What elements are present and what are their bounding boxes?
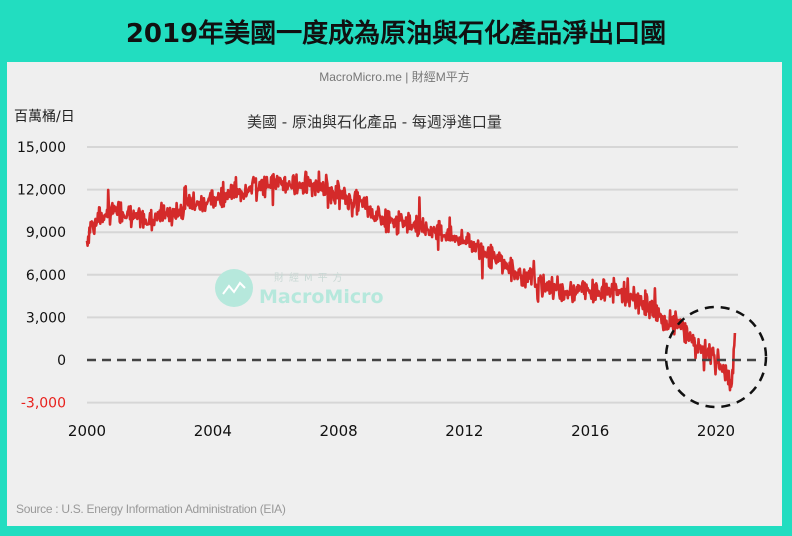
chart-title: 美國 - 原油與石化產品 - 每週淨進口量	[247, 113, 502, 131]
y-tick-label: -3,000	[21, 396, 66, 412]
series-net-imports	[85, 170, 737, 392]
watermark-chart-icon	[222, 281, 246, 295]
x-tick-label: 2016	[571, 422, 609, 440]
watermark: 財經M平方 MacroMicro	[215, 269, 384, 308]
gridlines	[87, 146, 738, 404]
y-tick-label: 15,000	[17, 140, 66, 156]
y-tick-label: 6,000	[26, 268, 66, 284]
x-tick-label: 2000	[68, 422, 106, 440]
y-axis-unit-label: 百萬桶/日	[14, 109, 75, 125]
x-axis-ticks: 2000 2004 2008 2012 2016 2020	[68, 422, 735, 440]
watermark-logo-icon	[215, 269, 253, 307]
watermark-cn: 財經M平方	[274, 271, 348, 284]
page-headline: 2019年美國一度成為原油與石化產品淨出口國	[125, 18, 667, 49]
x-tick-label: 2008	[320, 422, 358, 440]
watermark-en: MacroMicro	[259, 286, 384, 308]
x-tick-label: 2020	[697, 422, 735, 440]
brand-label: MacroMicro.me | 財經M平方	[319, 70, 470, 84]
y-tick-label: 9,000	[26, 225, 66, 241]
y-axis-ticks: 15,000 12,000 9,000 6,000 3,000 0 -3,000	[17, 140, 66, 412]
y-tick-label: 12,000	[17, 183, 66, 199]
x-tick-label: 2004	[194, 422, 232, 440]
y-tick-label: 3,000	[26, 310, 66, 326]
highlight-circle	[664, 305, 768, 409]
y-tick-label: 0	[57, 353, 66, 369]
x-tick-label: 2012	[445, 422, 483, 440]
source-note: Source : U.S. Energy Information Adminis…	[16, 502, 286, 516]
series-line	[85, 170, 737, 392]
chart-panel: MacroMicro.me | 財經M平方 百萬桶/日 美國 - 原油與石化產品…	[7, 62, 782, 526]
